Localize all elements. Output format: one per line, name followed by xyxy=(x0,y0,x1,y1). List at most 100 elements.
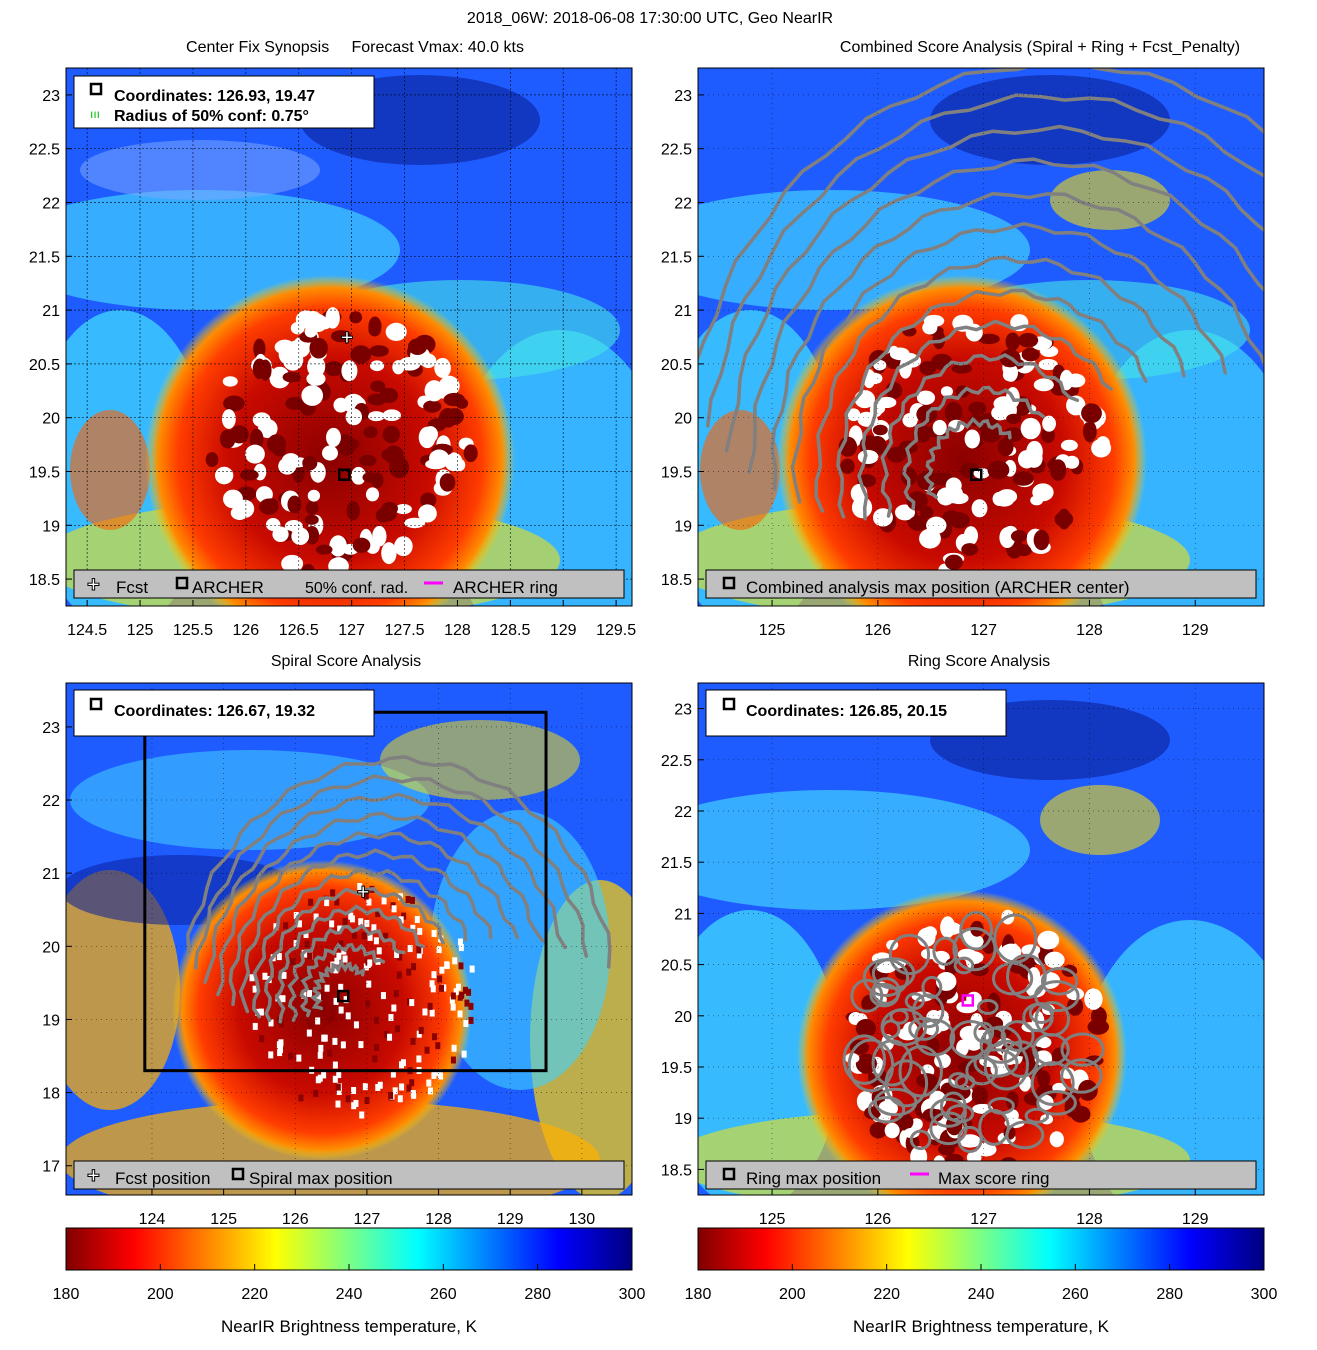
cold-spot xyxy=(290,958,296,966)
cold-spot xyxy=(884,1122,900,1139)
ring-score-contour xyxy=(983,1039,1030,1091)
cold-spot xyxy=(872,424,888,436)
cold-spot xyxy=(416,1030,422,1038)
cold-spot xyxy=(1054,511,1074,527)
y-tick-label: 23 xyxy=(42,88,60,105)
cold-spot xyxy=(317,1074,323,1082)
cold-spot xyxy=(1018,332,1039,348)
cold-spot xyxy=(383,1031,389,1039)
ring-score-contour xyxy=(940,1091,967,1122)
score-contour xyxy=(706,93,1264,428)
legend-archer: ARCHER xyxy=(192,578,264,597)
cold-spot xyxy=(926,516,947,534)
cold-spot xyxy=(370,360,385,372)
cold-spot xyxy=(373,1016,379,1024)
cold-spot xyxy=(437,975,443,983)
cold-spot xyxy=(418,504,437,523)
cold-spot xyxy=(424,1046,430,1054)
score-contour xyxy=(923,416,1012,499)
cold-spot xyxy=(325,307,340,329)
colorbar-tick-label: 200 xyxy=(147,1286,174,1303)
panel-center-fix: Center Fix Synopsis Forecast Vmax: 40.0 … xyxy=(29,39,636,639)
figure-suptitle: 2018_06W: 2018-06-08 17:30:00 UTC, Geo N… xyxy=(467,10,833,27)
cold-spot xyxy=(424,380,444,402)
cold-spot xyxy=(252,1022,258,1030)
score-contour xyxy=(724,124,1264,453)
ring-score-contour xyxy=(953,956,975,975)
cold-spot xyxy=(326,427,341,447)
cold-spot xyxy=(282,371,301,383)
cold-spot xyxy=(369,345,389,357)
score-contour xyxy=(880,353,1080,518)
ring-score-contour xyxy=(842,1034,886,1085)
cold-spot xyxy=(873,510,888,526)
panel-ring-score: Ring Score Analysis 125 126 127 128 129 23 22.… xyxy=(661,653,1265,1228)
y-tick-label: 22 xyxy=(42,793,60,810)
cold-spot xyxy=(345,1012,351,1020)
cold-spot xyxy=(971,499,988,518)
cold-spot xyxy=(249,974,255,982)
cold-spot xyxy=(343,996,349,1004)
cold-spot xyxy=(335,435,357,456)
score-contour xyxy=(216,811,545,997)
cold-spot xyxy=(416,1055,422,1063)
cold-spot xyxy=(840,458,855,474)
ring-score-title: Ring Score Analysis xyxy=(908,653,1050,670)
cold-spot xyxy=(370,380,386,392)
cold-spot xyxy=(305,500,319,516)
cold-spot xyxy=(329,920,335,928)
score-contour xyxy=(790,221,1227,504)
cold-spot xyxy=(429,980,435,988)
cold-spot xyxy=(303,930,309,938)
y-tick-label: 21.5 xyxy=(29,249,60,266)
y-tick-label: 19 xyxy=(42,518,60,535)
ring-score-contour xyxy=(948,1072,969,1089)
cold-spot xyxy=(278,1020,284,1028)
cold-spot xyxy=(338,983,344,991)
cold-spot xyxy=(361,932,367,940)
cold-spot xyxy=(469,965,475,973)
cold-spot xyxy=(334,898,340,906)
cold-spot xyxy=(401,912,407,920)
cold-spot xyxy=(307,990,313,998)
x-tick-label: 126.5 xyxy=(279,622,319,639)
cold-spot xyxy=(365,487,380,502)
y-tick-label: 20 xyxy=(42,411,60,428)
cold-spot xyxy=(452,458,466,472)
cold-spot xyxy=(432,1033,438,1041)
y-tick-label: 21 xyxy=(674,303,692,320)
cold-spot xyxy=(1038,358,1058,371)
ring-score-contour xyxy=(867,1095,906,1124)
cold-spot xyxy=(342,917,348,925)
score-contour xyxy=(228,831,520,1007)
y-tick-label: 17 xyxy=(42,1159,60,1176)
combined-ticks: 125 126 127 128 129 23 22.5 22 21.5 21 20.5 20 19.5 1… xyxy=(661,88,1209,639)
cold-spot xyxy=(308,313,328,333)
cold-spot xyxy=(265,518,281,531)
cold-spot xyxy=(302,455,318,471)
cold-spot xyxy=(276,953,282,961)
cold-spot xyxy=(855,1018,877,1038)
colorbar-tick-label: 280 xyxy=(524,1286,551,1303)
cold-spot xyxy=(325,1016,331,1024)
cold-spot xyxy=(409,999,415,1007)
ring-score-contour xyxy=(929,1111,968,1146)
spiral-ticks: 124 125 126 127 128 129 130 23 22 21 20 19 18 17 xyxy=(42,720,595,1228)
cold-spot xyxy=(362,1083,368,1091)
cold-spot xyxy=(463,1019,469,1027)
cold-spot xyxy=(353,1099,359,1107)
cold-spot xyxy=(1096,436,1110,452)
cold-spot xyxy=(410,1089,416,1097)
score-contour xyxy=(309,958,366,1011)
cold-spot xyxy=(235,499,255,518)
cold-spot xyxy=(457,938,463,946)
cold-spot xyxy=(318,1044,324,1052)
ring-score-contour xyxy=(952,926,997,972)
ring-score-contour xyxy=(888,933,931,976)
colorbar-tick-label: 180 xyxy=(53,1286,80,1303)
cold-spot xyxy=(338,1006,344,1014)
cold-spot xyxy=(287,495,302,514)
cold-spot xyxy=(326,1049,332,1057)
cold-spot xyxy=(1044,951,1065,969)
